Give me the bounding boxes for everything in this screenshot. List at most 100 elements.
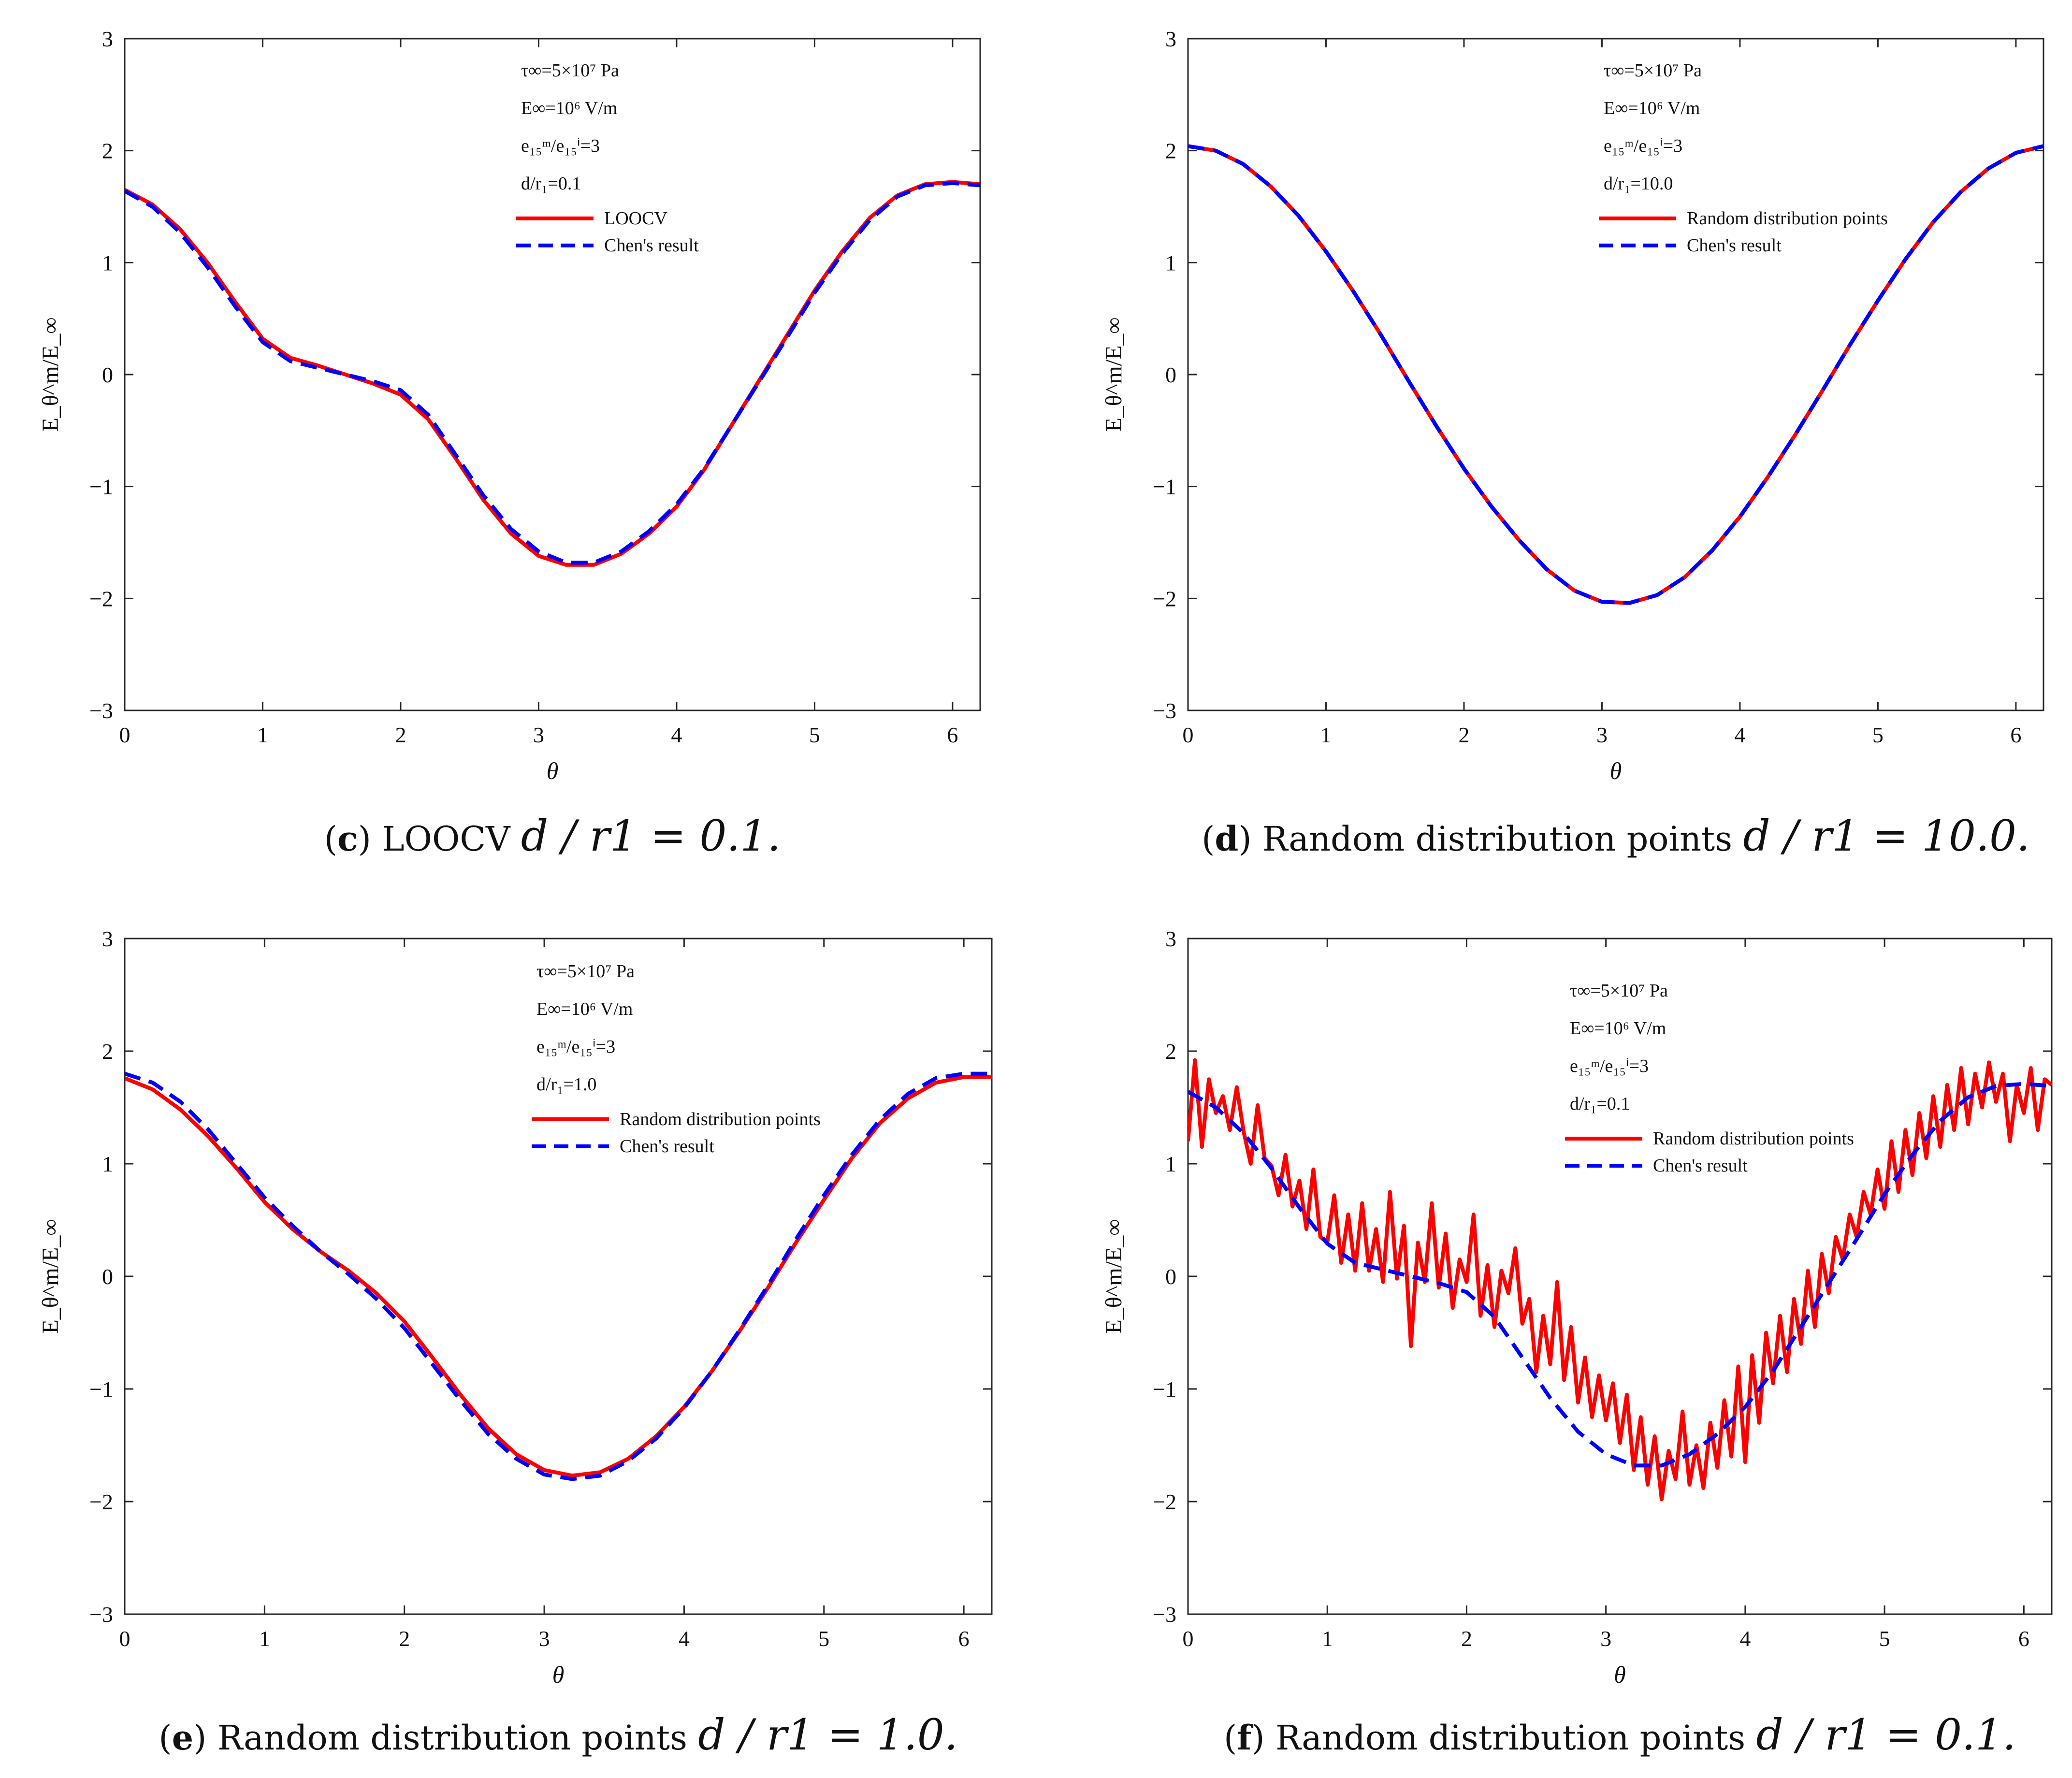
y-tick-label: 0 [102, 362, 113, 387]
series-chen-line [1188, 1082, 2052, 1468]
y-tick-label: 2 [102, 1039, 113, 1064]
panel-caption: (f) Random distribution points d / r1 = … [1224, 1710, 2016, 1760]
y-tick-label: 3 [1165, 926, 1176, 951]
legend-label: Chen's result [1687, 235, 1782, 256]
annotation-line: E∞=10⁶ V/m [1570, 1018, 1666, 1039]
y-tick-label: −3 [89, 698, 113, 723]
x-tick-label: 5 [809, 723, 820, 747]
y-tick-label: −2 [1153, 1489, 1176, 1514]
annotation-line: τ∞=5×10⁷ Pa [536, 961, 635, 982]
x-tick-label: 1 [1320, 723, 1332, 747]
annotation-line: E∞=10⁶ V/m [536, 999, 633, 1019]
series-method-line [1188, 144, 2043, 605]
x-tick-label: 6 [947, 723, 958, 747]
y-tick-label: 1 [1165, 250, 1176, 275]
y-tick-label: 3 [1165, 27, 1176, 51]
series-chen-line [125, 181, 980, 565]
y-tick-label: 0 [102, 1264, 113, 1289]
x-tick-label: 2 [1461, 1626, 1472, 1651]
legend-label: Chen's result [604, 235, 699, 256]
y-tick-label: −1 [89, 1377, 113, 1402]
annotation-line: d/r₁=0.1 [1570, 1094, 1630, 1114]
y-tick-label: −2 [1153, 586, 1176, 611]
legend-label: Random distribution points [1687, 208, 1888, 229]
x-tick-label: 0 [119, 1626, 130, 1651]
x-tick-label: 6 [2010, 723, 2021, 747]
annotation-line: e₁₅ᵐ/e₁₅ⁱ=3 [1604, 136, 1682, 156]
x-tick-label: 4 [1734, 723, 1745, 747]
y-tick-label: −3 [1153, 698, 1176, 723]
y-tick-label: 1 [102, 250, 113, 275]
legend-label: Random distribution points [1653, 1128, 1854, 1149]
series-method-line [1188, 1058, 2052, 1502]
series-method-line [125, 1075, 992, 1478]
x-tick-label: 0 [1183, 723, 1194, 747]
annotation-line: e₁₅ᵐ/e₁₅ⁱ=3 [521, 136, 600, 156]
series-method-line [125, 180, 980, 567]
x-tick-label: 4 [1739, 1626, 1751, 1651]
x-tick-label: 2 [395, 723, 406, 747]
annotation-line: e₁₅ᵐ/e₁₅ⁱ=3 [1570, 1056, 1649, 1076]
panel-caption: (d) Random distribution points d / r1 = … [1202, 811, 2030, 861]
x-tick-label: 3 [533, 723, 544, 747]
x-tick-label: 3 [1596, 723, 1608, 747]
x-tick-label: 0 [119, 723, 130, 747]
x-tick-label: 5 [1872, 723, 1884, 747]
annotation-line: E∞=10⁶ V/m [1604, 98, 1700, 118]
y-tick-label: −2 [89, 1489, 113, 1514]
y-tick-label: −1 [1153, 1377, 1176, 1402]
x-tick-label: 3 [1600, 1626, 1611, 1651]
axes-box [1187, 938, 2053, 1615]
series-chen-line [1188, 144, 2043, 605]
x-tick-label: 6 [2018, 1626, 2029, 1651]
annotation-line: e₁₅ᵐ/e₁₅ⁱ=3 [536, 1037, 615, 1057]
y-tick-label: 0 [1165, 362, 1176, 387]
y-tick-label: −2 [89, 586, 113, 611]
x-axis-label: θ [1610, 757, 1622, 784]
annotation-line: E∞=10⁶ V/m [521, 98, 617, 118]
y-axis-label: E_θ^m/E_∞ [38, 1219, 63, 1333]
x-axis-label: θ [552, 1661, 565, 1688]
legend-label: Chen's result [620, 1136, 714, 1156]
y-tick-label: 2 [1165, 139, 1176, 163]
y-axis-label: E_θ^m/E_∞ [38, 317, 63, 432]
annotation-line: τ∞=5×10⁷ Pa [521, 60, 619, 81]
x-tick-label: 1 [257, 723, 268, 747]
y-tick-label: −3 [89, 1602, 113, 1627]
y-tick-label: −3 [1153, 1602, 1176, 1627]
legend-label: Chen's result [1653, 1156, 1748, 1176]
y-tick-label: 1 [102, 1152, 113, 1176]
y-tick-label: 0 [1165, 1264, 1176, 1289]
x-tick-label: 1 [259, 1626, 270, 1651]
y-tick-label: −1 [89, 475, 113, 499]
x-tick-label: 6 [958, 1626, 970, 1651]
y-tick-label: 2 [102, 139, 113, 163]
series-chen-line [125, 1071, 992, 1481]
y-tick-label: 3 [102, 926, 113, 951]
y-tick-label: 1 [1165, 1152, 1176, 1176]
x-tick-label: 4 [679, 1626, 690, 1651]
x-tick-label: 2 [399, 1626, 410, 1651]
y-axis-label: E_θ^m/E_∞ [1101, 1219, 1127, 1333]
annotation-line: d/r₁=0.1 [521, 173, 581, 194]
legend-label: LOOCV [604, 208, 667, 229]
x-axis-label: θ [1614, 1661, 1626, 1688]
y-tick-label: −1 [1153, 475, 1176, 499]
x-tick-label: 3 [539, 1626, 550, 1651]
panel-caption: (c) LOOCV d / r1 = 0.1. [324, 811, 781, 861]
x-tick-label: 0 [1183, 1626, 1194, 1651]
x-tick-label: 2 [1458, 723, 1469, 747]
y-tick-label: 2 [1165, 1039, 1176, 1064]
annotation-line: τ∞=5×10⁷ Pa [1570, 981, 1668, 1001]
x-tick-label: 4 [671, 723, 682, 747]
annotation-line: d/r₁=1.0 [536, 1074, 596, 1095]
panel-caption: (e) Random distribution points d / r1 = … [159, 1710, 957, 1760]
x-tick-label: 5 [1879, 1626, 1890, 1651]
legend-label: Random distribution points [620, 1109, 821, 1129]
annotation-line: d/r₁=10.0 [1604, 173, 1673, 194]
